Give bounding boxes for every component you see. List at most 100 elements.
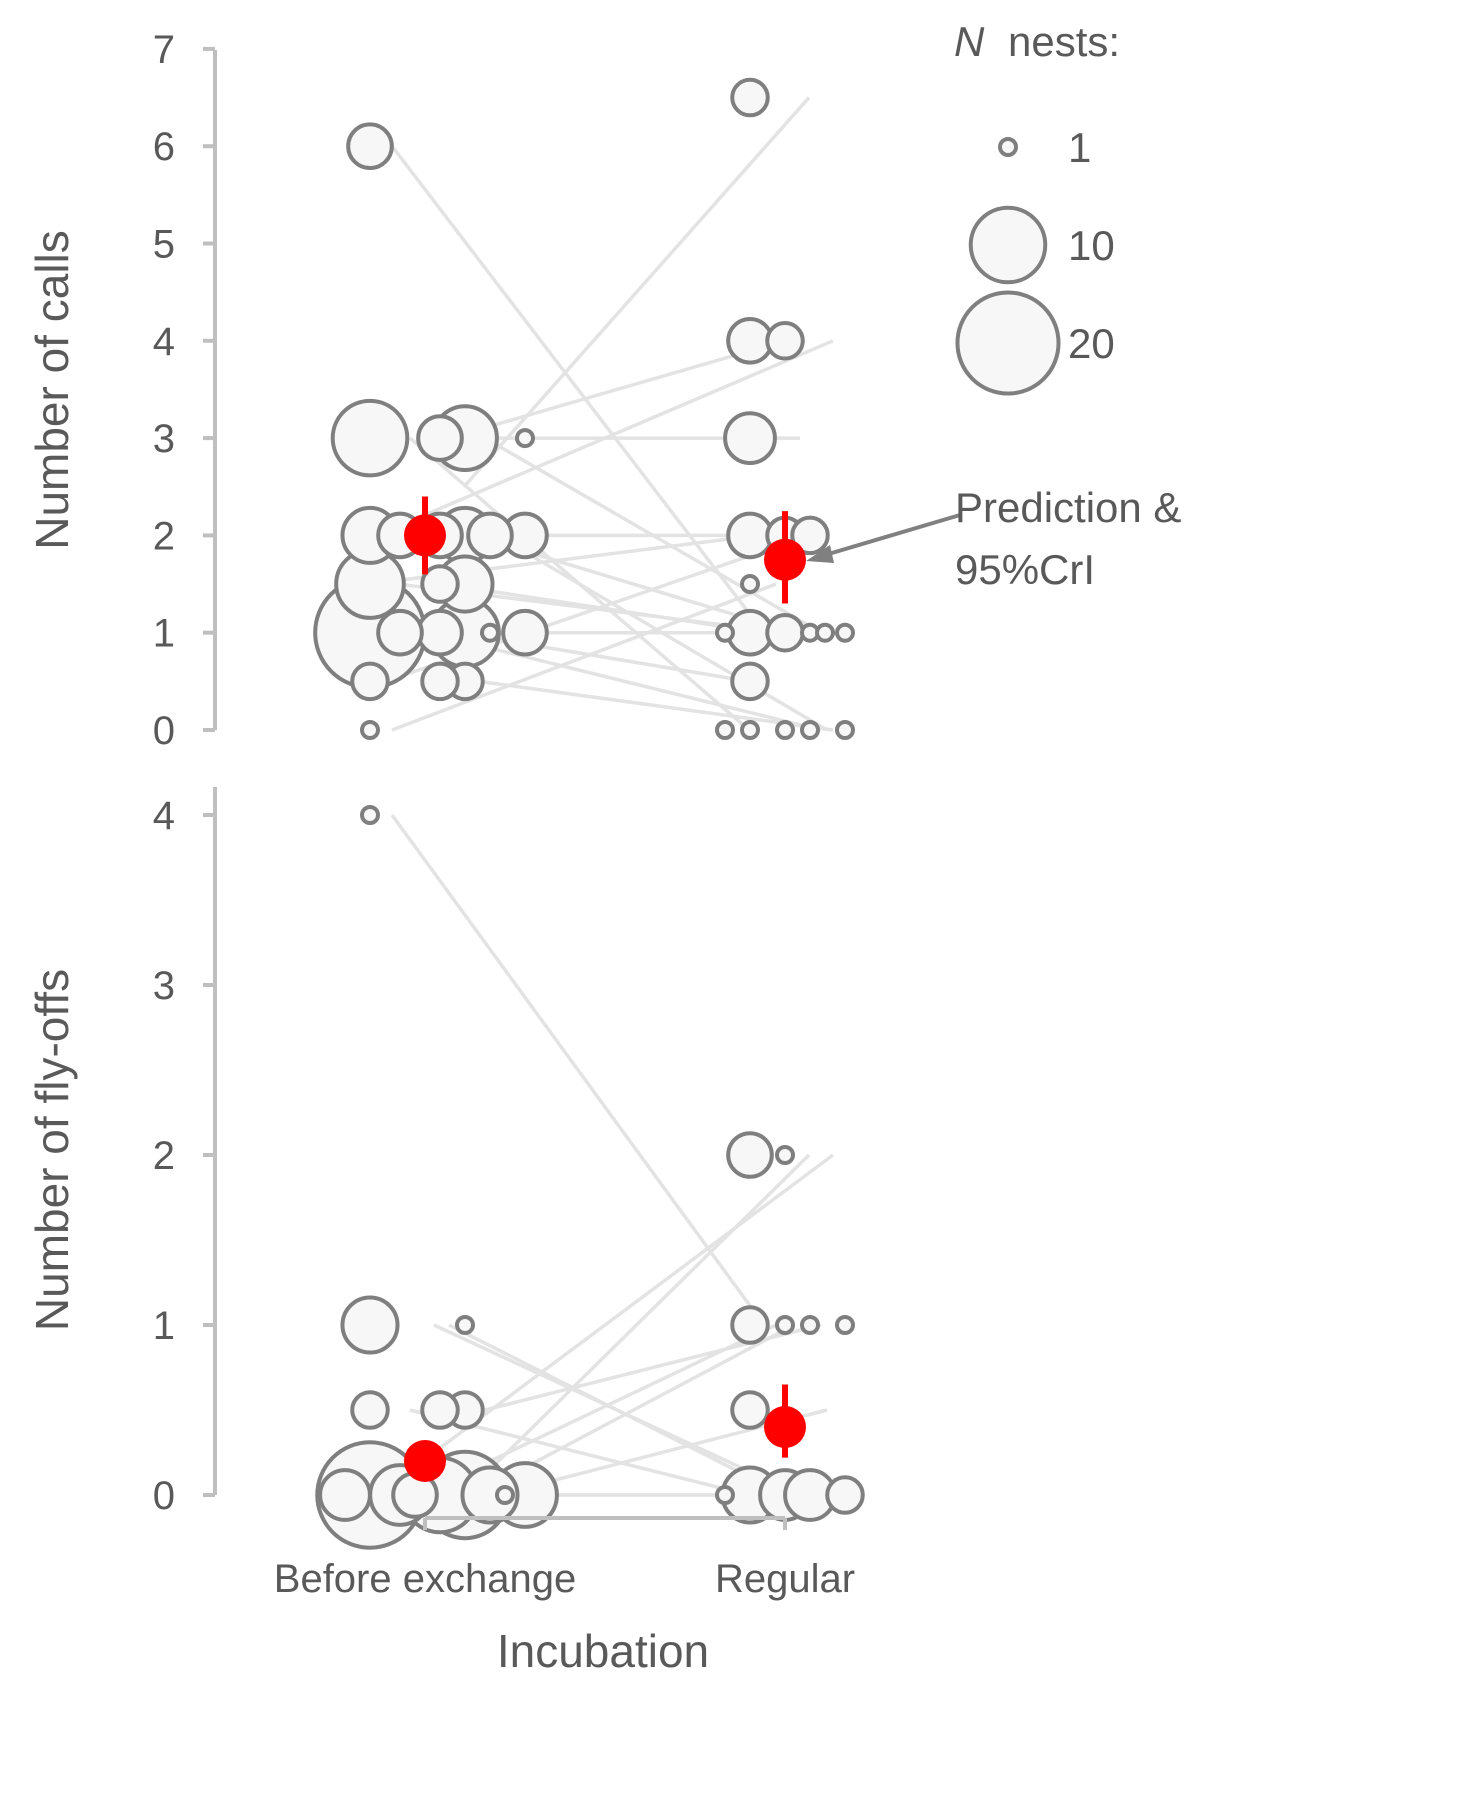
flyoffs-point-regular — [730, 1390, 770, 1430]
flyoffs-prediction-point — [404, 1440, 446, 1482]
calls-point-before — [515, 428, 535, 449]
calls-point-regular — [740, 574, 760, 595]
annotation-arrow-line — [814, 513, 961, 560]
flyoffs-point-regular — [715, 1485, 735, 1505]
calls-point-regular — [775, 720, 795, 740]
calls-y-tick-label: 4 — [153, 320, 175, 364]
legend-label: 20 — [1068, 320, 1115, 367]
flyoffs-point-regular — [825, 1475, 865, 1515]
calls-point-before — [350, 661, 390, 702]
flyoffs-point-before — [495, 1485, 515, 1505]
legend-items: 1 10 20 — [955, 124, 1115, 396]
flyoffs-point-before — [460, 1465, 520, 1525]
annotation-line-1: Prediction & — [955, 484, 1181, 531]
calls-y-axis-title: Number of calls — [26, 230, 78, 550]
flyoffs-point-regular — [730, 1305, 770, 1345]
legend-symbol — [968, 205, 1048, 285]
flyoffs-point-before — [420, 1390, 460, 1430]
calls-point-before — [420, 564, 460, 604]
calls-points — [313, 77, 855, 740]
flyoffs-y-axis-title: Number of fly-offs — [26, 969, 78, 1331]
flyoffs-point-before — [340, 1295, 400, 1355]
flyoffs-predictions — [404, 1384, 806, 1482]
calls-paired-line — [376, 339, 834, 538]
calls-point-before — [376, 608, 424, 657]
flyoffs-paired-line — [375, 1153, 835, 1497]
legend: N nests: 1 10 20 — [954, 18, 1120, 396]
calls-paired-line — [462, 96, 811, 488]
flyoffs-point-before — [360, 805, 380, 825]
calls-point-before — [480, 622, 500, 643]
calls-point-before — [360, 720, 380, 740]
flyoffs-paired-line — [390, 813, 766, 1327]
x-tick-label: Before exchange — [274, 1557, 576, 1601]
calls-point-before — [346, 122, 394, 171]
calls-point-before — [501, 608, 549, 657]
calls-point-before — [420, 661, 460, 702]
calls-point-regular — [765, 612, 805, 653]
flyoffs-point-before — [455, 1315, 475, 1335]
legend-label: 1 — [1068, 124, 1091, 171]
calls-y-tick-label: 2 — [153, 514, 175, 558]
flyoffs-point-before — [318, 1468, 372, 1522]
calls-point-regular — [723, 411, 777, 466]
x-axis: Before exchange Regular — [274, 1516, 855, 1601]
prediction-annotation: Prediction & 95%CrI — [806, 484, 1181, 593]
flyoffs-points — [315, 805, 865, 1550]
calls-predictions — [404, 496, 806, 604]
calls-paired-line — [391, 582, 777, 732]
flyoffs-paired-lines — [368, 813, 835, 1497]
flyoffs-point-regular — [775, 1315, 795, 1335]
calls-panel: 0 1 2 3 4 5 6 7 Number of calls — [26, 28, 855, 753]
x-axis-title: Incubation — [497, 1625, 709, 1677]
calls-point-regular — [765, 321, 805, 361]
calls-point-regular — [715, 622, 735, 643]
flyoffs-y-axis: 0 1 2 3 4 — [153, 787, 217, 1518]
flyoffs-point-regular — [835, 1315, 855, 1335]
calls-point-regular — [815, 622, 835, 643]
legend-label: 10 — [1068, 222, 1115, 269]
calls-point-regular — [835, 622, 855, 643]
flyoffs-paired-line — [462, 1153, 811, 1497]
calls-point-regular — [790, 515, 830, 556]
x-tick-label: Regular — [715, 1557, 855, 1601]
calls-y-tick-label: 1 — [153, 612, 175, 656]
calls-paired-line — [390, 145, 766, 634]
calls-y-tick-label: 7 — [153, 28, 175, 72]
annotation-line-2: 95%CrI — [955, 546, 1095, 593]
flyoffs-point-regular — [775, 1145, 795, 1165]
calls-y-tick-label: 6 — [153, 125, 175, 169]
flyoffs-point-regular — [726, 1131, 774, 1179]
flyoffs-point-before — [350, 1390, 390, 1430]
flyoffs-y-tick-label: 2 — [153, 1134, 175, 1178]
calls-point-regular — [730, 77, 770, 118]
calls-prediction-point — [404, 514, 446, 557]
calls-y-tick-label: 5 — [153, 223, 175, 267]
calls-point-before — [330, 398, 410, 478]
flyoffs-y-tick-label: 4 — [153, 794, 175, 838]
calls-point-regular — [730, 661, 770, 702]
calls-point-before — [466, 511, 514, 560]
calls-point-regular — [740, 720, 760, 740]
flyoffs-panel: 0 1 2 3 4 Number of fly-offs Before exchange… — [26, 787, 865, 1677]
calls-point-regular — [715, 720, 735, 740]
calls-paired-line — [448, 339, 786, 440]
legend-title: N nests: — [954, 18, 1120, 65]
calls-y-tick-label: 0 — [153, 709, 175, 753]
legend-symbol — [998, 137, 1018, 157]
flyoffs-y-tick-label: 1 — [153, 1304, 175, 1348]
annotation-arrow-head — [806, 545, 834, 563]
calls-point-before — [416, 608, 464, 657]
calls-point-regular — [835, 720, 855, 740]
calls-point-before — [416, 414, 464, 462]
calls-point-regular — [800, 720, 820, 740]
legend-title-italic: N — [954, 18, 985, 65]
calls-y-axis: 0 1 2 3 4 5 6 7 — [153, 28, 217, 753]
legend-title-text: nests: — [1008, 18, 1120, 65]
calls-prediction-point — [764, 538, 806, 581]
calls-y-tick-label: 3 — [153, 417, 175, 461]
flyoffs-prediction-point — [764, 1406, 806, 1448]
flyoffs-y-tick-label: 3 — [153, 964, 175, 1008]
calls-paired-line — [478, 679, 834, 732]
